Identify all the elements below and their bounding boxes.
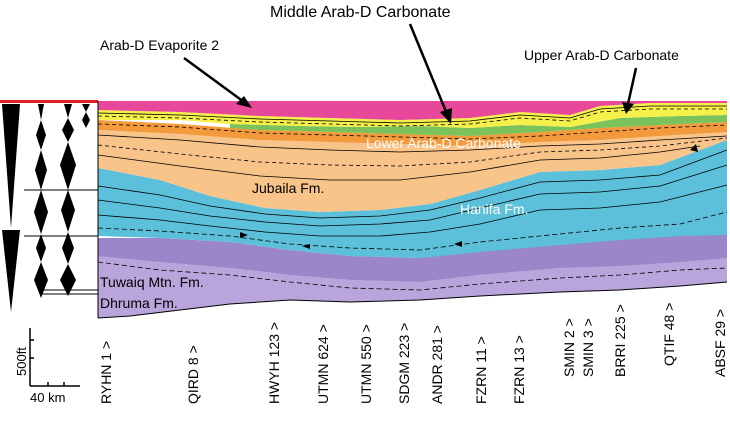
well-label: BRRI 225 >	[612, 304, 628, 377]
orange-band	[98, 120, 727, 146]
well-label: QTIF 48 >	[661, 303, 677, 366]
well-label: ABSF 29 >	[712, 309, 728, 377]
well-label: FZRN 13 >	[511, 335, 527, 404]
scale-bar	[29, 328, 80, 387]
well-label: RYHN 1 >	[98, 341, 114, 404]
label-middle-arab-d: Middle Arab-D Carbonate	[270, 4, 451, 21]
label-jubaila: Jubaila Fm.	[252, 180, 324, 196]
well-label: SMIN 2 >	[561, 318, 577, 377]
well-label: HWYH 123 >	[266, 322, 282, 404]
onlap-arrows	[240, 144, 698, 249]
dhruma-layer	[98, 250, 727, 318]
well-label: ANDR 281 >	[429, 325, 445, 404]
label-upper-arab-d: Upper Arab-D Carbonate	[524, 47, 679, 63]
correlation-lines	[97, 105, 728, 319]
well-label: UTMN 550 >	[358, 324, 374, 404]
well-label: SMIN 3 >	[580, 318, 596, 377]
well-label: UTMN 624 >	[315, 324, 331, 404]
label-dhruma: Dhruma Fm.	[100, 295, 178, 311]
evaporite-layer	[98, 101, 727, 120]
label-lower-arab-d: Lower Arab-D Carbonate	[366, 135, 521, 151]
label-tuwaiq: Tuwaiq Mtn. Fm.	[100, 274, 204, 290]
label-hanifa: Hanifa Fm.	[460, 201, 528, 217]
green-band	[230, 115, 727, 136]
lithology-column	[2, 101, 99, 318]
well-label: SDGM 223 >	[396, 323, 412, 404]
red-marker	[0, 100, 98, 103]
tuwaiq-layer	[98, 232, 727, 282]
well-labels: RYHN 1 > QIRD 8 > HWYH 123 > UTMN 624 > …	[98, 303, 728, 404]
hanifa-layer	[98, 140, 727, 258]
well-label: FZRN 11 >	[473, 336, 489, 404]
well-label: QIRD 8 >	[185, 345, 201, 404]
vertical-scale-label: 500ft	[14, 347, 29, 376]
horizontal-scale-label: 40 km	[30, 390, 65, 405]
jubaila-layer	[98, 130, 727, 212]
callout-arrows	[183, 23, 638, 124]
label-arab-d-evaporite: Arab-D Evaporite 2	[100, 37, 219, 53]
